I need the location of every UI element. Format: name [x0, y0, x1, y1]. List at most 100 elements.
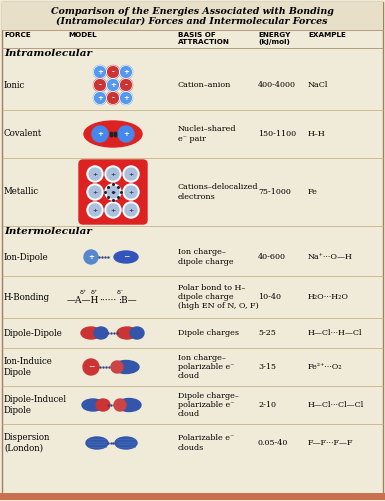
Text: Polarizable e⁻
clouds: Polarizable e⁻ clouds	[178, 434, 234, 451]
Circle shape	[107, 186, 119, 198]
Text: Cations–delocalized
electrons: Cations–delocalized electrons	[178, 183, 258, 200]
Text: Covalent: Covalent	[4, 129, 42, 138]
Text: BASIS OF
ATTRACTION: BASIS OF ATTRACTION	[178, 32, 230, 45]
Text: (Intramolecular) Forces and Intermolecular Forces: (Intramolecular) Forces and Intermolecul…	[56, 17, 328, 26]
Text: Comparison of the Energies Associated with Bonding: Comparison of the Energies Associated wi…	[50, 7, 333, 16]
Text: Na⁺···O—H: Na⁺···O—H	[308, 253, 353, 261]
Text: Metallic: Metallic	[4, 187, 39, 196]
Text: +: +	[110, 171, 116, 176]
Ellipse shape	[86, 437, 108, 449]
Ellipse shape	[111, 361, 123, 373]
Text: Polar bond to H–
dipole charge
(high EN of N, O, F): Polar bond to H– dipole charge (high EN …	[178, 284, 259, 310]
Text: +: +	[110, 207, 116, 212]
Ellipse shape	[114, 251, 138, 263]
Circle shape	[123, 184, 139, 200]
Text: MODEL: MODEL	[68, 32, 97, 38]
Text: —A—H: —A—H	[67, 296, 99, 305]
Text: 40-600: 40-600	[258, 253, 286, 261]
Ellipse shape	[130, 327, 144, 339]
Text: +: +	[110, 189, 116, 194]
Text: +: +	[92, 207, 98, 212]
Circle shape	[107, 204, 119, 216]
Text: Intramolecular: Intramolecular	[4, 49, 92, 58]
Circle shape	[107, 66, 119, 79]
Ellipse shape	[81, 327, 101, 339]
Text: Ion charge–
dipole charge: Ion charge– dipole charge	[178, 248, 234, 266]
Text: H₂O···H₂O: H₂O···H₂O	[308, 293, 349, 301]
Circle shape	[84, 250, 98, 264]
Ellipse shape	[96, 399, 110, 411]
Text: H–H: H–H	[308, 130, 326, 138]
Circle shape	[118, 126, 134, 142]
Circle shape	[119, 92, 132, 105]
Text: Cation–anion: Cation–anion	[178, 81, 231, 89]
Circle shape	[89, 204, 101, 216]
Text: Ion charge–
polarizable e⁻
cloud: Ion charge– polarizable e⁻ cloud	[178, 354, 234, 380]
Text: FORCE: FORCE	[4, 32, 31, 38]
Circle shape	[89, 186, 101, 198]
Circle shape	[107, 168, 119, 180]
Ellipse shape	[113, 361, 139, 374]
Text: Dipole-Inducel
Dipole: Dipole-Inducel Dipole	[4, 395, 67, 415]
FancyBboxPatch shape	[79, 160, 147, 224]
Ellipse shape	[84, 121, 142, 147]
Text: 3-15: 3-15	[258, 363, 276, 371]
Text: ENERGY
(kJ/mol): ENERGY (kJ/mol)	[258, 32, 290, 45]
Text: 10-40: 10-40	[258, 293, 281, 301]
Text: Ionic: Ionic	[4, 81, 25, 90]
Text: Fe²⁺···O₂: Fe²⁺···O₂	[308, 363, 343, 371]
Text: +: +	[92, 189, 98, 194]
Circle shape	[94, 66, 107, 79]
Text: NaCl: NaCl	[308, 81, 328, 89]
Text: -: -	[112, 95, 114, 101]
Text: 0.05-40: 0.05-40	[258, 439, 288, 447]
Text: F—F···F—F: F—F···F—F	[308, 439, 353, 447]
Circle shape	[89, 168, 101, 180]
Text: Dipole-Dipole: Dipole-Dipole	[4, 329, 63, 338]
Circle shape	[94, 79, 107, 92]
Text: Ion-Induice
Dipole: Ion-Induice Dipole	[4, 357, 53, 377]
Text: +: +	[128, 171, 134, 176]
Circle shape	[94, 92, 107, 105]
Circle shape	[125, 204, 137, 216]
Circle shape	[87, 184, 103, 200]
Text: Ion-Dipole: Ion-Dipole	[4, 253, 49, 262]
Text: Nuclei–shared
e⁻ pair: Nuclei–shared e⁻ pair	[178, 125, 236, 143]
Ellipse shape	[114, 399, 126, 411]
Ellipse shape	[82, 399, 104, 411]
Text: +: +	[97, 95, 103, 101]
Text: -: -	[99, 82, 101, 88]
Text: :B—: :B—	[118, 296, 136, 305]
Text: Fe: Fe	[308, 188, 318, 196]
Text: Dispersion
(London): Dispersion (London)	[4, 433, 50, 453]
Text: +: +	[110, 82, 116, 88]
Text: +: +	[88, 254, 94, 260]
Text: -: -	[125, 82, 127, 88]
Circle shape	[119, 79, 132, 92]
Text: 2-10: 2-10	[258, 401, 276, 409]
Ellipse shape	[115, 437, 137, 449]
Text: 5-25: 5-25	[258, 329, 276, 337]
Ellipse shape	[117, 398, 141, 411]
Circle shape	[87, 202, 103, 218]
Text: +: +	[123, 69, 129, 75]
Text: Dipole charges: Dipole charges	[178, 329, 239, 337]
Circle shape	[92, 126, 108, 142]
Bar	[2, 2, 383, 30]
Text: δ⁺: δ⁺	[90, 290, 97, 295]
Text: δ⁻: δ⁻	[116, 290, 124, 295]
Circle shape	[105, 166, 121, 182]
Text: H—Cl···Cl—Cl: H—Cl···Cl—Cl	[308, 401, 364, 409]
Ellipse shape	[94, 327, 108, 339]
Circle shape	[119, 66, 132, 79]
Text: 150-1100: 150-1100	[258, 130, 296, 138]
Text: 400-4000: 400-4000	[258, 81, 296, 89]
Circle shape	[125, 168, 137, 180]
Text: H-Bonding: H-Bonding	[4, 293, 50, 302]
Text: +: +	[123, 131, 129, 137]
Text: +: +	[97, 131, 103, 137]
Circle shape	[107, 79, 119, 92]
Text: H—Cl···H—Cl: H—Cl···H—Cl	[308, 329, 363, 337]
Text: -: -	[112, 69, 114, 75]
Ellipse shape	[117, 327, 137, 339]
